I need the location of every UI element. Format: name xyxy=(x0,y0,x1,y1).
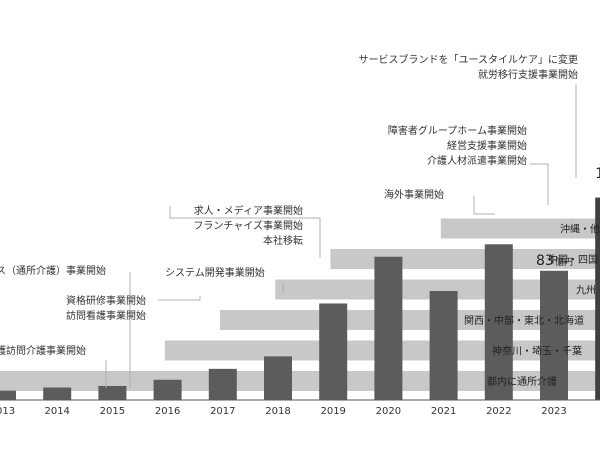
revenue-bar xyxy=(429,291,458,400)
revenue-bar xyxy=(319,303,348,400)
band-label: 関西・中部・東北・北海道 xyxy=(464,314,584,327)
x-tick-label: 2018 xyxy=(265,406,290,417)
annotation-text: フランチャイズ事業開始 xyxy=(193,219,303,232)
annotation-text: 障害者グループホーム事業開始 xyxy=(388,124,527,137)
annotation-text: 訪問看護事業開始 xyxy=(66,309,146,322)
annotation-text: 本社移転 xyxy=(263,234,303,247)
x-tick-label: 2016 xyxy=(155,406,180,417)
annotation-leader-line xyxy=(169,206,321,258)
revenue-bar xyxy=(98,385,127,400)
annotation-text: ス（通所介護）事業開始 xyxy=(0,264,106,277)
x-tick-label: 2020 xyxy=(376,406,401,417)
annotation-text: サービスブランドを「ユースタイルケア」に変更 xyxy=(359,53,579,66)
revenue-bar xyxy=(208,368,237,400)
annotation-text: システム開発事業開始 xyxy=(165,266,265,279)
annotation-text: 介護人材派遣事業開始 xyxy=(427,154,527,167)
annotation-text: 護訪問介護事業開始 xyxy=(0,344,86,357)
revenue-bar xyxy=(595,197,600,400)
revenue-bar xyxy=(540,270,568,400)
band-label: 都内に通所介護 xyxy=(487,375,557,388)
revenue-bar xyxy=(484,244,513,400)
annotation-leader-line xyxy=(473,196,495,215)
revenue-bar xyxy=(264,356,292,400)
band-label: 神奈川・埼玉・千葉 xyxy=(492,345,582,358)
annotation-text: 資格研修事業開始 xyxy=(66,294,146,307)
band-label: 九州 xyxy=(576,285,596,297)
revenue-bar xyxy=(153,379,182,400)
x-tick-label: 2017 xyxy=(210,406,235,417)
annotation-text: 経営支援事業開始 xyxy=(447,139,527,152)
data-label-value: 13 xyxy=(595,166,600,182)
x-tick-label: 2019 xyxy=(320,406,345,417)
annotation-text: 就労移行支援事業開始 xyxy=(478,68,578,81)
x-tick-label: 2021 xyxy=(431,406,456,417)
x-tick-label: 2014 xyxy=(44,406,69,417)
annotation-text: 求人・メディア事業開始 xyxy=(194,204,303,217)
revenue-bar xyxy=(0,390,16,400)
x-tick-label: 013 xyxy=(0,406,15,417)
x-tick-label: 2022 xyxy=(486,406,511,417)
data-label-unit: 億円 xyxy=(555,256,573,268)
annotation-leader-line xyxy=(530,163,549,205)
expansion-band xyxy=(275,279,600,300)
annotation-text: 海外事業開始 xyxy=(384,188,444,201)
x-tick-label: 2023 xyxy=(541,406,566,417)
x-tick-label: 2015 xyxy=(100,406,125,417)
band-label: 沖縄・他 xyxy=(560,223,600,236)
revenue-bar xyxy=(374,256,403,400)
annotation-leader-line xyxy=(158,296,201,301)
revenue-bar xyxy=(43,387,72,400)
expansion-band xyxy=(440,218,600,239)
band-label: 中国・四国 xyxy=(548,253,598,266)
data-label-value: 83 xyxy=(536,253,554,269)
